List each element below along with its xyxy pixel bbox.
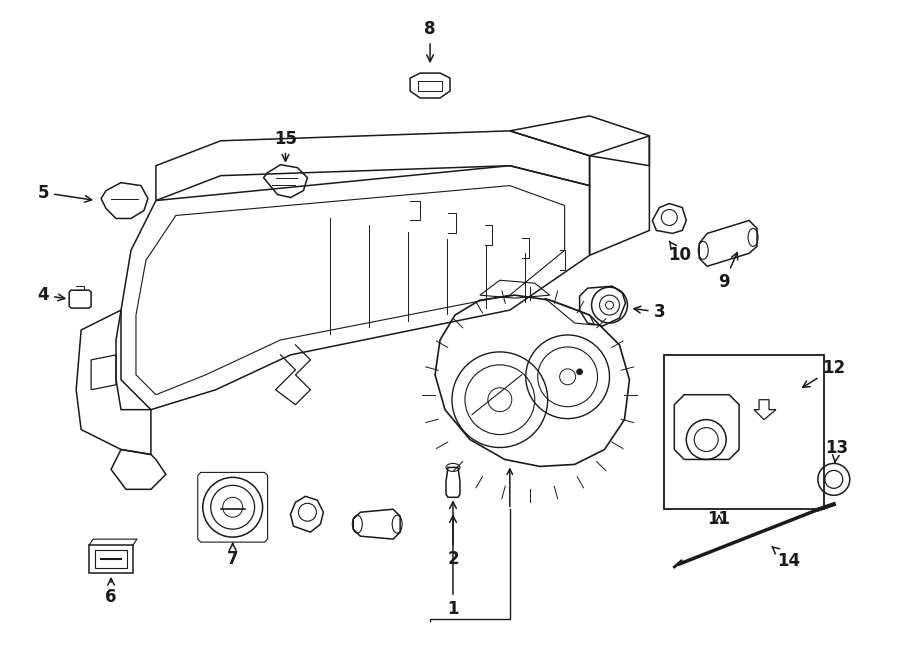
Text: 1: 1	[447, 516, 459, 618]
Text: 9: 9	[718, 253, 738, 292]
Text: 6: 6	[105, 578, 117, 606]
Text: 7: 7	[227, 543, 239, 568]
Text: 13: 13	[825, 438, 849, 462]
Text: 3: 3	[634, 303, 665, 321]
Bar	[95, 550, 127, 568]
Text: 15: 15	[274, 130, 297, 161]
Bar	[89, 545, 133, 573]
Text: 11: 11	[707, 510, 731, 528]
Text: 2: 2	[447, 502, 459, 568]
Text: 8: 8	[424, 20, 436, 61]
Text: 10: 10	[668, 241, 691, 264]
Text: 12: 12	[803, 359, 845, 387]
Text: 5: 5	[38, 184, 92, 202]
Circle shape	[577, 369, 582, 375]
Text: 14: 14	[772, 547, 800, 570]
Bar	[664, 355, 824, 509]
Text: 4: 4	[38, 286, 65, 304]
